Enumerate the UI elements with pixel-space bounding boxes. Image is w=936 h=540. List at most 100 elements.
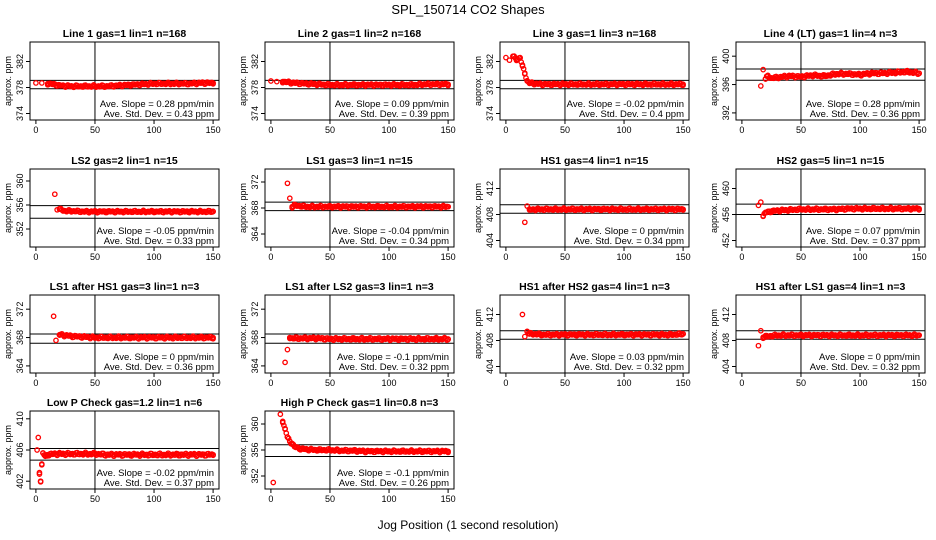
y-axis-label: approx. ppm: [238, 183, 248, 233]
slope-annotation: Ave. Slope = 0.09 ppm/min: [335, 99, 449, 110]
panel-title: Line 1 gas=1 lin=1 n=168: [63, 28, 187, 40]
data-point: [916, 207, 922, 213]
x-tick-label: 0: [33, 378, 38, 388]
data-point: [34, 447, 40, 453]
std-annotation: Ave. Std. Dev. = 0.32 ppm: [339, 362, 449, 373]
y-tick-label: 372: [15, 302, 25, 317]
x-tick-label: 50: [90, 494, 100, 504]
std-annotation: Ave. Std. Dev. = 0.32 ppm: [810, 362, 920, 373]
y-tick-label: 392: [721, 105, 731, 120]
data-point: [282, 359, 288, 366]
x-tick-label: 0: [503, 378, 508, 388]
y-tick-label: 352: [250, 468, 260, 483]
slope-annotation: Ave. Slope = 0.07 ppm/min: [806, 226, 920, 237]
x-tick-label: 150: [206, 494, 221, 504]
std-annotation: Ave. Std. Dev. = 0.34 ppm: [339, 236, 449, 247]
x-tick-label: 0: [33, 494, 38, 504]
std-annotation: Ave. Std. Dev. = 0.26 ppm: [339, 478, 449, 489]
data-point: [503, 54, 509, 61]
y-tick-label: 404: [721, 359, 731, 374]
y-tick-label: 356: [15, 197, 25, 212]
data-point: [680, 207, 686, 213]
y-tick-label: 456: [721, 207, 731, 222]
slope-annotation: Ave. Slope = -0.02 ppm/min: [97, 468, 214, 479]
y-tick-label: 364: [15, 358, 25, 373]
panel-8: HS2 gas=5 lin=1 n=15 0 50 100 150 452 456 460ap…: [709, 155, 927, 262]
x-tick-label: 0: [268, 494, 273, 504]
std-annotation: Ave. Std. Dev. = 0.36 ppm: [104, 362, 214, 373]
x-tick-label: 150: [676, 378, 691, 388]
x-tick-label: 100: [382, 252, 397, 262]
x-tick-label: 0: [739, 125, 744, 135]
x-tick-label: 100: [382, 494, 397, 504]
data-point: [760, 213, 767, 220]
slope-annotation: Ave. Slope = -0.1 ppm/min: [337, 468, 449, 479]
y-tick-label: 382: [15, 54, 25, 69]
plot-frame: [264, 41, 455, 121]
x-tick-label: 0: [739, 378, 744, 388]
data-point: [518, 59, 525, 66]
slope-annotation: Ave. Slope = -0.1 ppm/min: [337, 352, 449, 363]
y-tick-label: 372: [250, 302, 260, 317]
std-annotation: Ave. Std. Dev. = 0.32 ppm: [574, 362, 684, 373]
panel-4: Line 4 (LT) gas=1 lin=4 n=3 0 50 100 150 392 3…: [709, 28, 927, 135]
x-tick-label: 50: [796, 252, 806, 262]
y-tick-label: 452: [721, 233, 731, 248]
data-point: [35, 434, 42, 441]
x-tick-label: 50: [325, 252, 335, 262]
data-point: [210, 208, 216, 215]
y-axis-label: approx. ppm: [238, 425, 248, 475]
y-tick-label: 412: [721, 307, 731, 322]
y-tick-label: 408: [721, 333, 731, 348]
x-tick-label: 100: [617, 252, 632, 262]
y-axis-label: approx. ppm: [473, 309, 483, 359]
y-tick-label: 368: [250, 330, 260, 345]
data-point: [37, 478, 44, 485]
slope-annotation: Ave. Slope = 0 ppm/min: [583, 226, 684, 237]
plot-frame: [29, 41, 220, 121]
data-point: [520, 65, 527, 72]
x-tick-label: 0: [33, 125, 38, 135]
y-tick-label: 382: [250, 54, 260, 69]
data-point: [445, 203, 451, 210]
std-annotation: Ave. Std. Dev. = 0.37 ppm: [810, 236, 920, 247]
panel-7: HS1 gas=4 lin=1 n=15 0 50 100 150 404 408 412ap…: [473, 155, 691, 262]
y-axis-label: approx. ppm: [238, 309, 248, 359]
data-point: [38, 461, 45, 467]
x-tick-label: 150: [912, 125, 927, 135]
panel-title: HS1 after LS1 gas=4 lin=1 n=3: [756, 281, 906, 293]
panel-title: LS1 after LS2 gas=3 lin=1 n=3: [285, 281, 434, 293]
x-tick-label: 0: [268, 252, 273, 262]
data-point: [270, 479, 277, 486]
std-annotation: Ave. Std. Dev. = 0.4 ppm: [579, 109, 684, 120]
panel-2: Line 2 gas=1 lin=2 n=168 0 50 100 150 374 378 3…: [238, 28, 456, 135]
y-tick-label: 374: [485, 106, 495, 121]
panel-13: Low P Check gas=1.2 lin=1 n=6 0 50 100 150 40…: [3, 397, 221, 504]
y-axis-label: approx. ppm: [3, 183, 13, 233]
data-point: [210, 335, 216, 342]
data-point: [680, 330, 686, 337]
y-tick-label: 406: [15, 442, 25, 457]
data-point: [506, 57, 513, 64]
y-tick-label: 364: [250, 226, 260, 241]
x-tick-label: 100: [147, 125, 162, 135]
y-axis-label: approx. ppm: [709, 56, 719, 106]
data-point: [916, 70, 922, 77]
y-tick-label: 400: [721, 49, 731, 64]
data-point: [268, 78, 274, 84]
panel-title: High P Check gas=1 lin=0.8 n=3: [281, 397, 439, 409]
x-tick-label: 100: [147, 494, 162, 504]
y-tick-label: 378: [15, 80, 25, 95]
slope-annotation: Ave. Slope = -0.02 ppm/min: [567, 99, 684, 110]
y-axis-label: approx. ppm: [709, 183, 719, 233]
x-tick-label: 150: [441, 125, 456, 135]
panel-12: HS1 after LS1 gas=4 lin=1 n=3 0 50 100 150 40…: [709, 281, 927, 388]
y-axis-label: approx. ppm: [3, 425, 13, 475]
data-point: [445, 336, 451, 343]
plot-frame: [499, 41, 690, 121]
x-tick-label: 150: [676, 125, 691, 135]
slope-annotation: Ave. Slope = -0.04 ppm/min: [332, 226, 449, 237]
panel-9: LS1 after HS1 gas=3 lin=1 n=3 0 50 100 150 36…: [3, 281, 221, 388]
data-point: [445, 82, 451, 89]
